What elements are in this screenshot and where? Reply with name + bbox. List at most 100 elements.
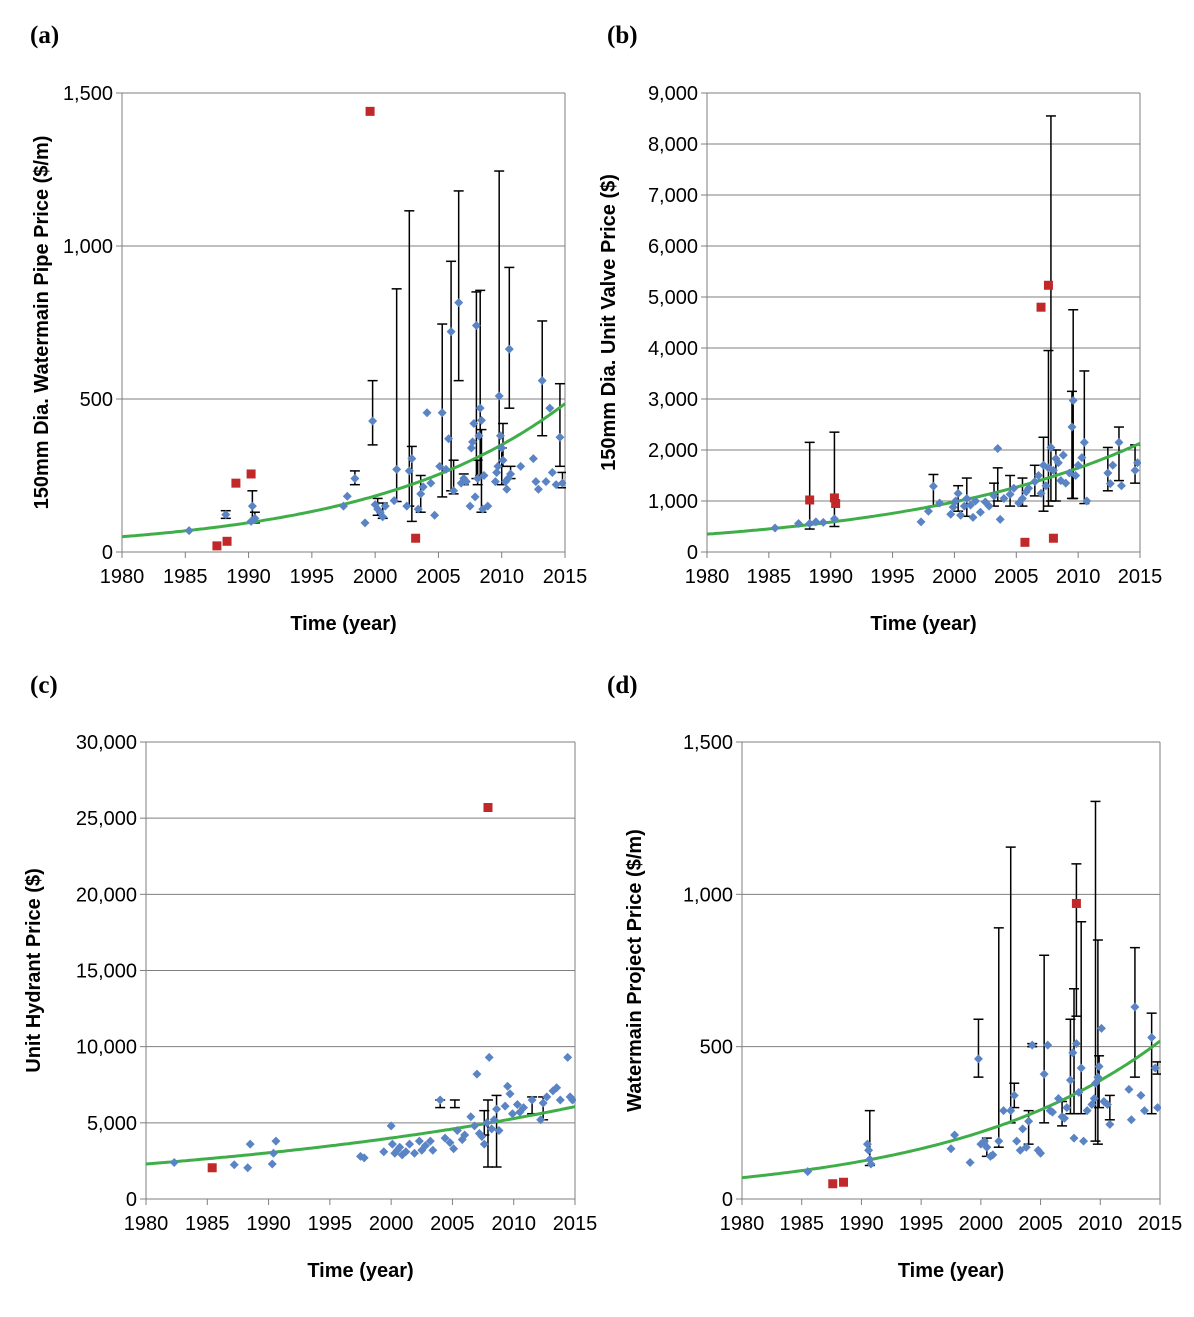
x-tick-label: 2000 bbox=[932, 566, 977, 588]
data-point bbox=[409, 1148, 419, 1158]
data-point bbox=[494, 391, 504, 401]
outlier-point bbox=[1036, 302, 1046, 312]
data-point bbox=[268, 1148, 278, 1158]
data-point bbox=[959, 501, 969, 511]
data-point bbox=[446, 327, 456, 337]
data-point bbox=[866, 1159, 876, 1169]
data-point bbox=[951, 496, 961, 506]
data-point bbox=[430, 510, 440, 520]
error-bar bbox=[504, 266, 515, 409]
data-point bbox=[988, 1150, 998, 1160]
data-point bbox=[1027, 1040, 1037, 1050]
error-bar bbox=[1005, 846, 1016, 1124]
x-tick-label: 1990 bbox=[246, 1213, 291, 1235]
chart-b-svg: 0 1,000 2,000 3,000 4,000 5,000 6,000 7,000 8,00… bbox=[598, 83, 1163, 635]
data-point bbox=[1087, 1100, 1097, 1110]
data-point bbox=[516, 461, 526, 471]
data-point bbox=[1082, 496, 1092, 506]
x-tick-label: 2010 bbox=[1056, 566, 1101, 588]
outlier-point bbox=[246, 469, 256, 479]
data-point bbox=[1126, 1115, 1136, 1125]
data-point bbox=[339, 501, 348, 511]
data-point bbox=[457, 1135, 467, 1145]
data-point bbox=[245, 1139, 255, 1149]
y-tick-label: 20,000 bbox=[76, 884, 137, 906]
data-point bbox=[479, 1139, 489, 1149]
data-point bbox=[916, 517, 926, 527]
data-point bbox=[466, 443, 476, 453]
data-point bbox=[461, 477, 471, 487]
plot-area bbox=[742, 800, 1161, 1189]
outlier-point bbox=[829, 493, 839, 503]
y-tick-label: 1,500 bbox=[683, 732, 733, 754]
data-point bbox=[1036, 488, 1046, 498]
y-tick-label: 30,000 bbox=[76, 732, 137, 754]
data-point bbox=[552, 1083, 562, 1093]
data-point bbox=[506, 469, 516, 479]
trend-line bbox=[146, 1105, 576, 1166]
data-point bbox=[1006, 1106, 1016, 1116]
data-point bbox=[557, 478, 566, 488]
data-point bbox=[973, 1054, 983, 1064]
data-point bbox=[472, 1069, 482, 1079]
data-point bbox=[527, 1095, 537, 1105]
chart-a-svg: 0 500 1,000 1,500 1980 1985 1990 1995 2000 2005 20… bbox=[31, 83, 588, 635]
outlier-point bbox=[1048, 533, 1058, 543]
data-point bbox=[389, 496, 399, 506]
data-point bbox=[360, 518, 370, 528]
outlier-point bbox=[1071, 898, 1081, 908]
data-point bbox=[483, 501, 493, 511]
data-point bbox=[1053, 1093, 1063, 1103]
outlier-point bbox=[365, 106, 375, 116]
data-point bbox=[999, 1106, 1009, 1116]
y-tick-label: 7,000 bbox=[648, 185, 698, 207]
data-point bbox=[1039, 460, 1049, 470]
chart-panel-b: (b) 0 1,000 2,000 3,000 4,000 5,000 6,000 7,000… bbox=[597, 0, 1194, 656]
x-axis-title: Time (year) bbox=[870, 613, 976, 635]
x-tick-label: 2005 bbox=[994, 566, 1038, 588]
y-tick-label: 5,000 bbox=[87, 1113, 137, 1135]
error-bar bbox=[1104, 1094, 1115, 1121]
data-point bbox=[271, 1136, 281, 1146]
data-point bbox=[1136, 1090, 1146, 1100]
data-point bbox=[968, 512, 978, 522]
error-bar bbox=[446, 260, 457, 492]
x-tick-label: 1985 bbox=[163, 566, 208, 588]
data-point bbox=[1015, 1145, 1025, 1155]
data-point bbox=[184, 526, 194, 536]
chart-c-svg: 0 5,000 10,000 15,000 20,000 25,000 30,000 1980… bbox=[23, 732, 597, 1282]
x-tick-label: 2015 bbox=[543, 566, 588, 588]
data-point bbox=[1071, 1039, 1081, 1049]
data-point bbox=[1139, 1106, 1149, 1116]
x-tick-label: 1990 bbox=[226, 566, 271, 588]
x-tick-label: 2015 bbox=[1118, 566, 1163, 588]
y-tick-label: 0 bbox=[687, 542, 698, 564]
data-point bbox=[497, 443, 507, 453]
error-bar bbox=[1039, 954, 1050, 1124]
chart-d-svg: 0 500 1,000 1,500 1980 1985 1990 1995 2000 2005 20… bbox=[624, 732, 1182, 1282]
y-tick-label: 500 bbox=[700, 1037, 733, 1059]
data-point bbox=[490, 477, 500, 487]
data-point bbox=[512, 1100, 522, 1110]
data-point bbox=[386, 1121, 396, 1131]
x-tick-label: 1995 bbox=[870, 566, 915, 588]
data-point bbox=[984, 501, 994, 511]
data-point bbox=[993, 443, 1003, 453]
data-point bbox=[1130, 465, 1140, 475]
data-point bbox=[975, 507, 985, 517]
x-tick-label: 1995 bbox=[899, 1213, 944, 1235]
data-point bbox=[368, 416, 378, 426]
data-point bbox=[946, 509, 956, 519]
data-point bbox=[1147, 1033, 1157, 1043]
data-point bbox=[405, 1139, 415, 1149]
data-point bbox=[392, 464, 402, 474]
data-point bbox=[378, 512, 388, 522]
data-point bbox=[811, 517, 821, 527]
data-point bbox=[547, 467, 557, 477]
data-point bbox=[476, 415, 486, 425]
data-point bbox=[1009, 483, 1019, 493]
data-point bbox=[1005, 489, 1015, 499]
data-point bbox=[426, 478, 436, 488]
panel-label: (c) bbox=[30, 672, 58, 699]
data-point bbox=[502, 484, 512, 494]
